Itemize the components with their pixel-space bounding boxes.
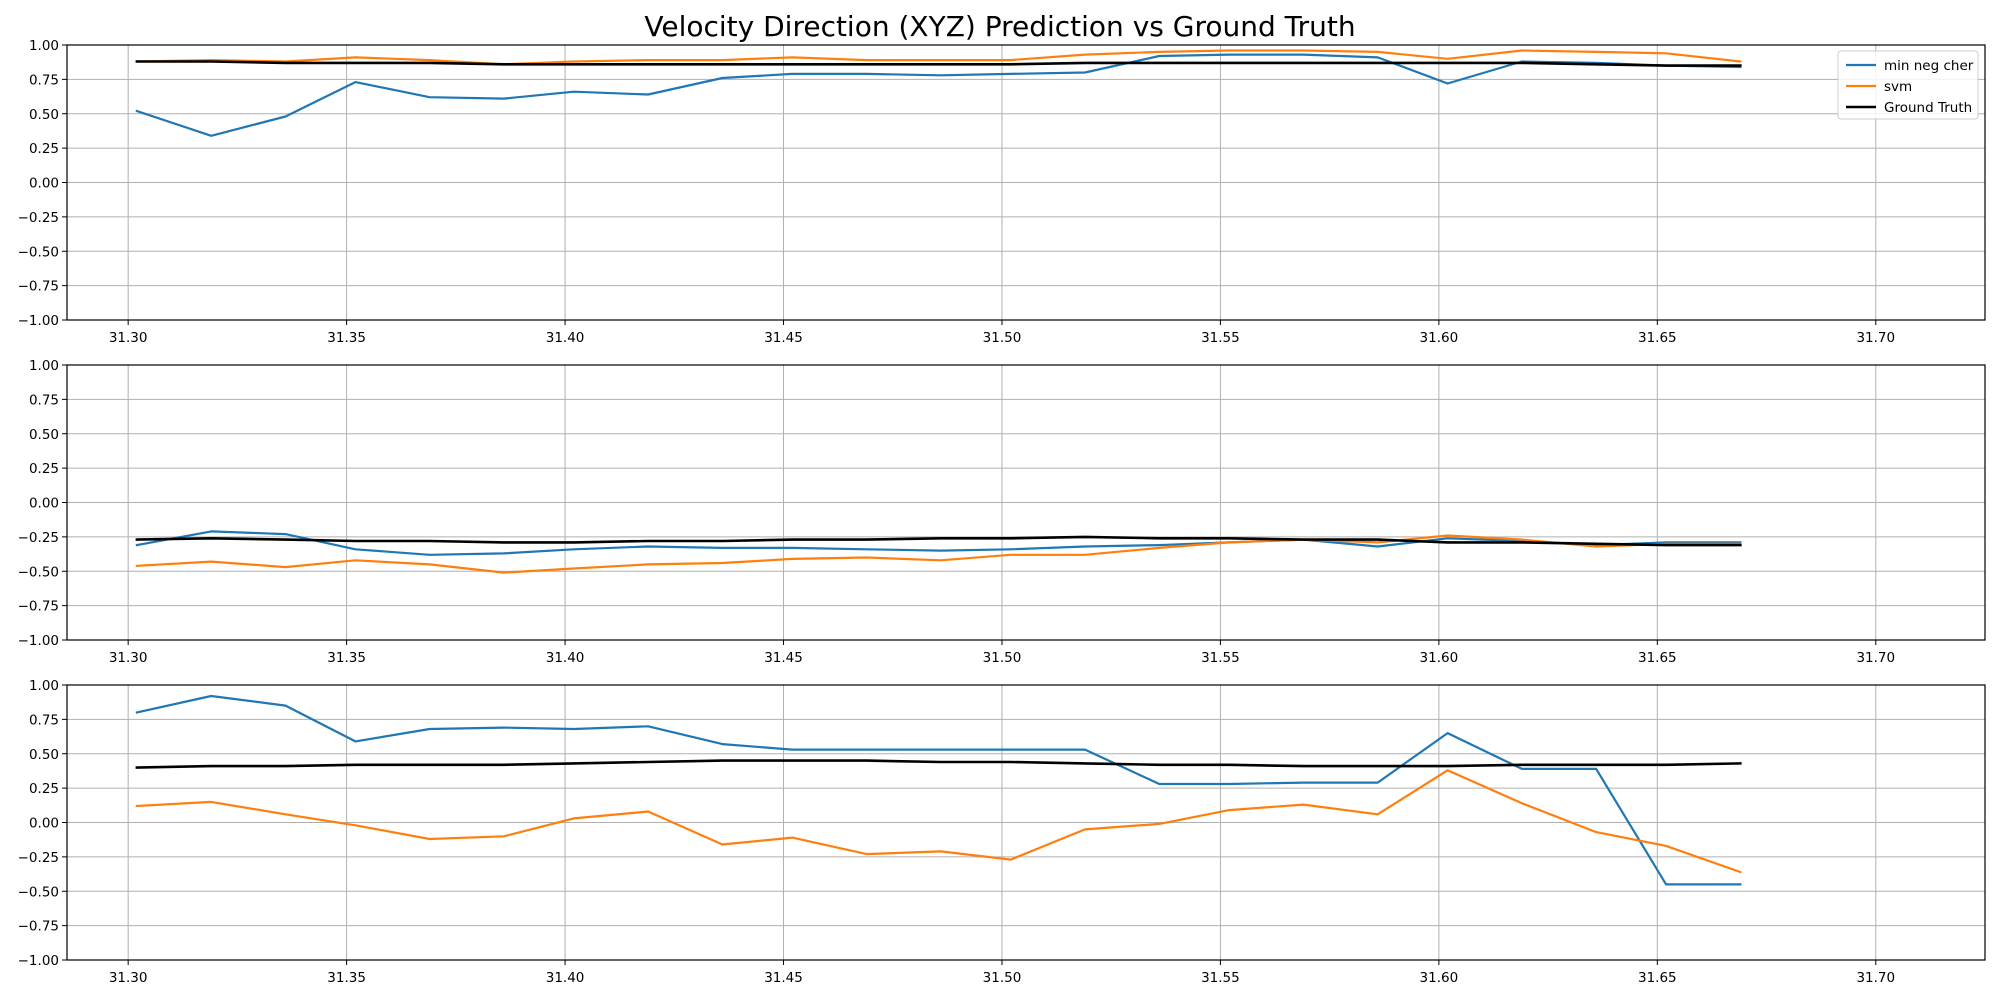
y-tick-label: −0.50 [18,884,59,900]
y-tick-label: 0.25 [29,461,59,477]
x-tick-label: 31.50 [983,970,1022,986]
y-tick-label: −1.00 [18,313,59,329]
legend-box [1837,50,1979,120]
y-tick-label: 0.50 [29,107,59,123]
legend-label-ground-truth: Ground Truth [1884,100,1972,116]
legend-label-svm: svm [1884,79,1912,95]
x-tick-label: 31.40 [546,330,585,346]
y-tick-label: −0.75 [18,919,59,935]
x-tick-label: 31.60 [1420,970,1459,986]
axes-frame [66,364,1986,641]
x-tick-label: 31.55 [1201,970,1240,986]
x-tick-label: 31.40 [546,650,585,666]
x-tick-label: 31.30 [109,650,148,666]
series-line-min-neg-cher [135,694,1742,886]
y-tick-label: −0.50 [18,564,59,580]
figure-title: Velocity Direction (XYZ) Prediction vs G… [644,10,1355,43]
x-tick-label: 31.70 [1856,650,1895,666]
series-line-min-neg-cher [135,53,1742,137]
x-tick-label: 31.70 [1856,970,1895,986]
y-tick-label: 0.00 [29,816,59,832]
series-line-ground-truth [135,60,1742,67]
x-tick-label: 31.30 [109,330,148,346]
x-tick-label: 31.65 [1638,330,1677,346]
subplots: 1.00 0.75 0.50 0.25 0.00 −0.25 −0.50 −0.75 −1.00… [18,38,1986,986]
x-tick-label: 31.60 [1420,650,1459,666]
x-tick-label: 31.65 [1638,970,1677,986]
x-tick-label: 31.50 [983,650,1022,666]
y-tick-label: 0.75 [29,712,59,728]
subplot-1: 1.00 0.75 0.50 0.25 0.00 −0.25 −0.50 −0.75 −1.00… [18,38,1986,346]
axes-frame [66,44,1986,321]
x-tick-label: 31.40 [546,970,585,986]
x-tick-label: 31.35 [327,330,366,346]
series-line-svm [135,49,1742,66]
y-tick-label: 1.00 [29,678,59,694]
y-tick-label: −1.00 [18,953,59,969]
axes-frame [66,684,1986,961]
y-tick-label: −0.25 [18,210,59,226]
y-tick-label: 1.00 [29,358,59,374]
series-line-svm [135,534,1742,574]
series-line-svm [135,769,1742,874]
y-tick-label: −1.00 [18,633,59,649]
x-tick-label: 31.55 [1201,650,1240,666]
series-line-ground-truth [135,759,1742,769]
legend-label-min-neg-cher: min neg cher [1884,58,1974,74]
series-line-min-neg-cher [135,530,1742,556]
y-tick-label: −0.25 [18,530,59,546]
x-tick-label: 31.35 [327,650,366,666]
y-tick-label: 0.50 [29,427,59,443]
y-tick-label: 1.00 [29,38,59,54]
y-tick-label: −0.25 [18,850,59,866]
x-tick-label: 31.45 [764,970,803,986]
x-tick-label: 31.30 [109,970,148,986]
subplot-2: 1.00 0.75 0.50 0.25 0.00 −0.25 −0.50 −0.75 −1.00… [18,358,1986,666]
x-tick-label: 31.45 [764,330,803,346]
y-tick-label: 0.00 [29,176,59,192]
subplot-3: 1.00 0.75 0.50 0.25 0.00 −0.25 −0.50 −0.75 −1.00… [18,678,1986,986]
x-tick-label: 31.55 [1201,330,1240,346]
legend: min neg cher svm Ground Truth [1837,50,1979,120]
x-tick-label: 31.45 [764,650,803,666]
x-tick-label: 31.65 [1638,650,1677,666]
y-tick-label: 0.25 [29,781,59,797]
y-tick-label: 0.50 [29,747,59,763]
x-tick-label: 31.35 [327,970,366,986]
x-tick-label: 31.70 [1856,330,1895,346]
x-tick-label: 31.50 [983,330,1022,346]
y-tick-label: 0.25 [29,141,59,157]
y-tick-label: −0.50 [18,244,59,260]
y-tick-label: 0.75 [29,392,59,408]
y-tick-label: 0.75 [29,72,59,88]
y-tick-label: −0.75 [18,599,59,615]
y-tick-label: −0.75 [18,279,59,295]
series-line-ground-truth [135,535,1742,547]
y-tick-label: 0.00 [29,496,59,512]
x-tick-label: 31.60 [1420,330,1459,346]
